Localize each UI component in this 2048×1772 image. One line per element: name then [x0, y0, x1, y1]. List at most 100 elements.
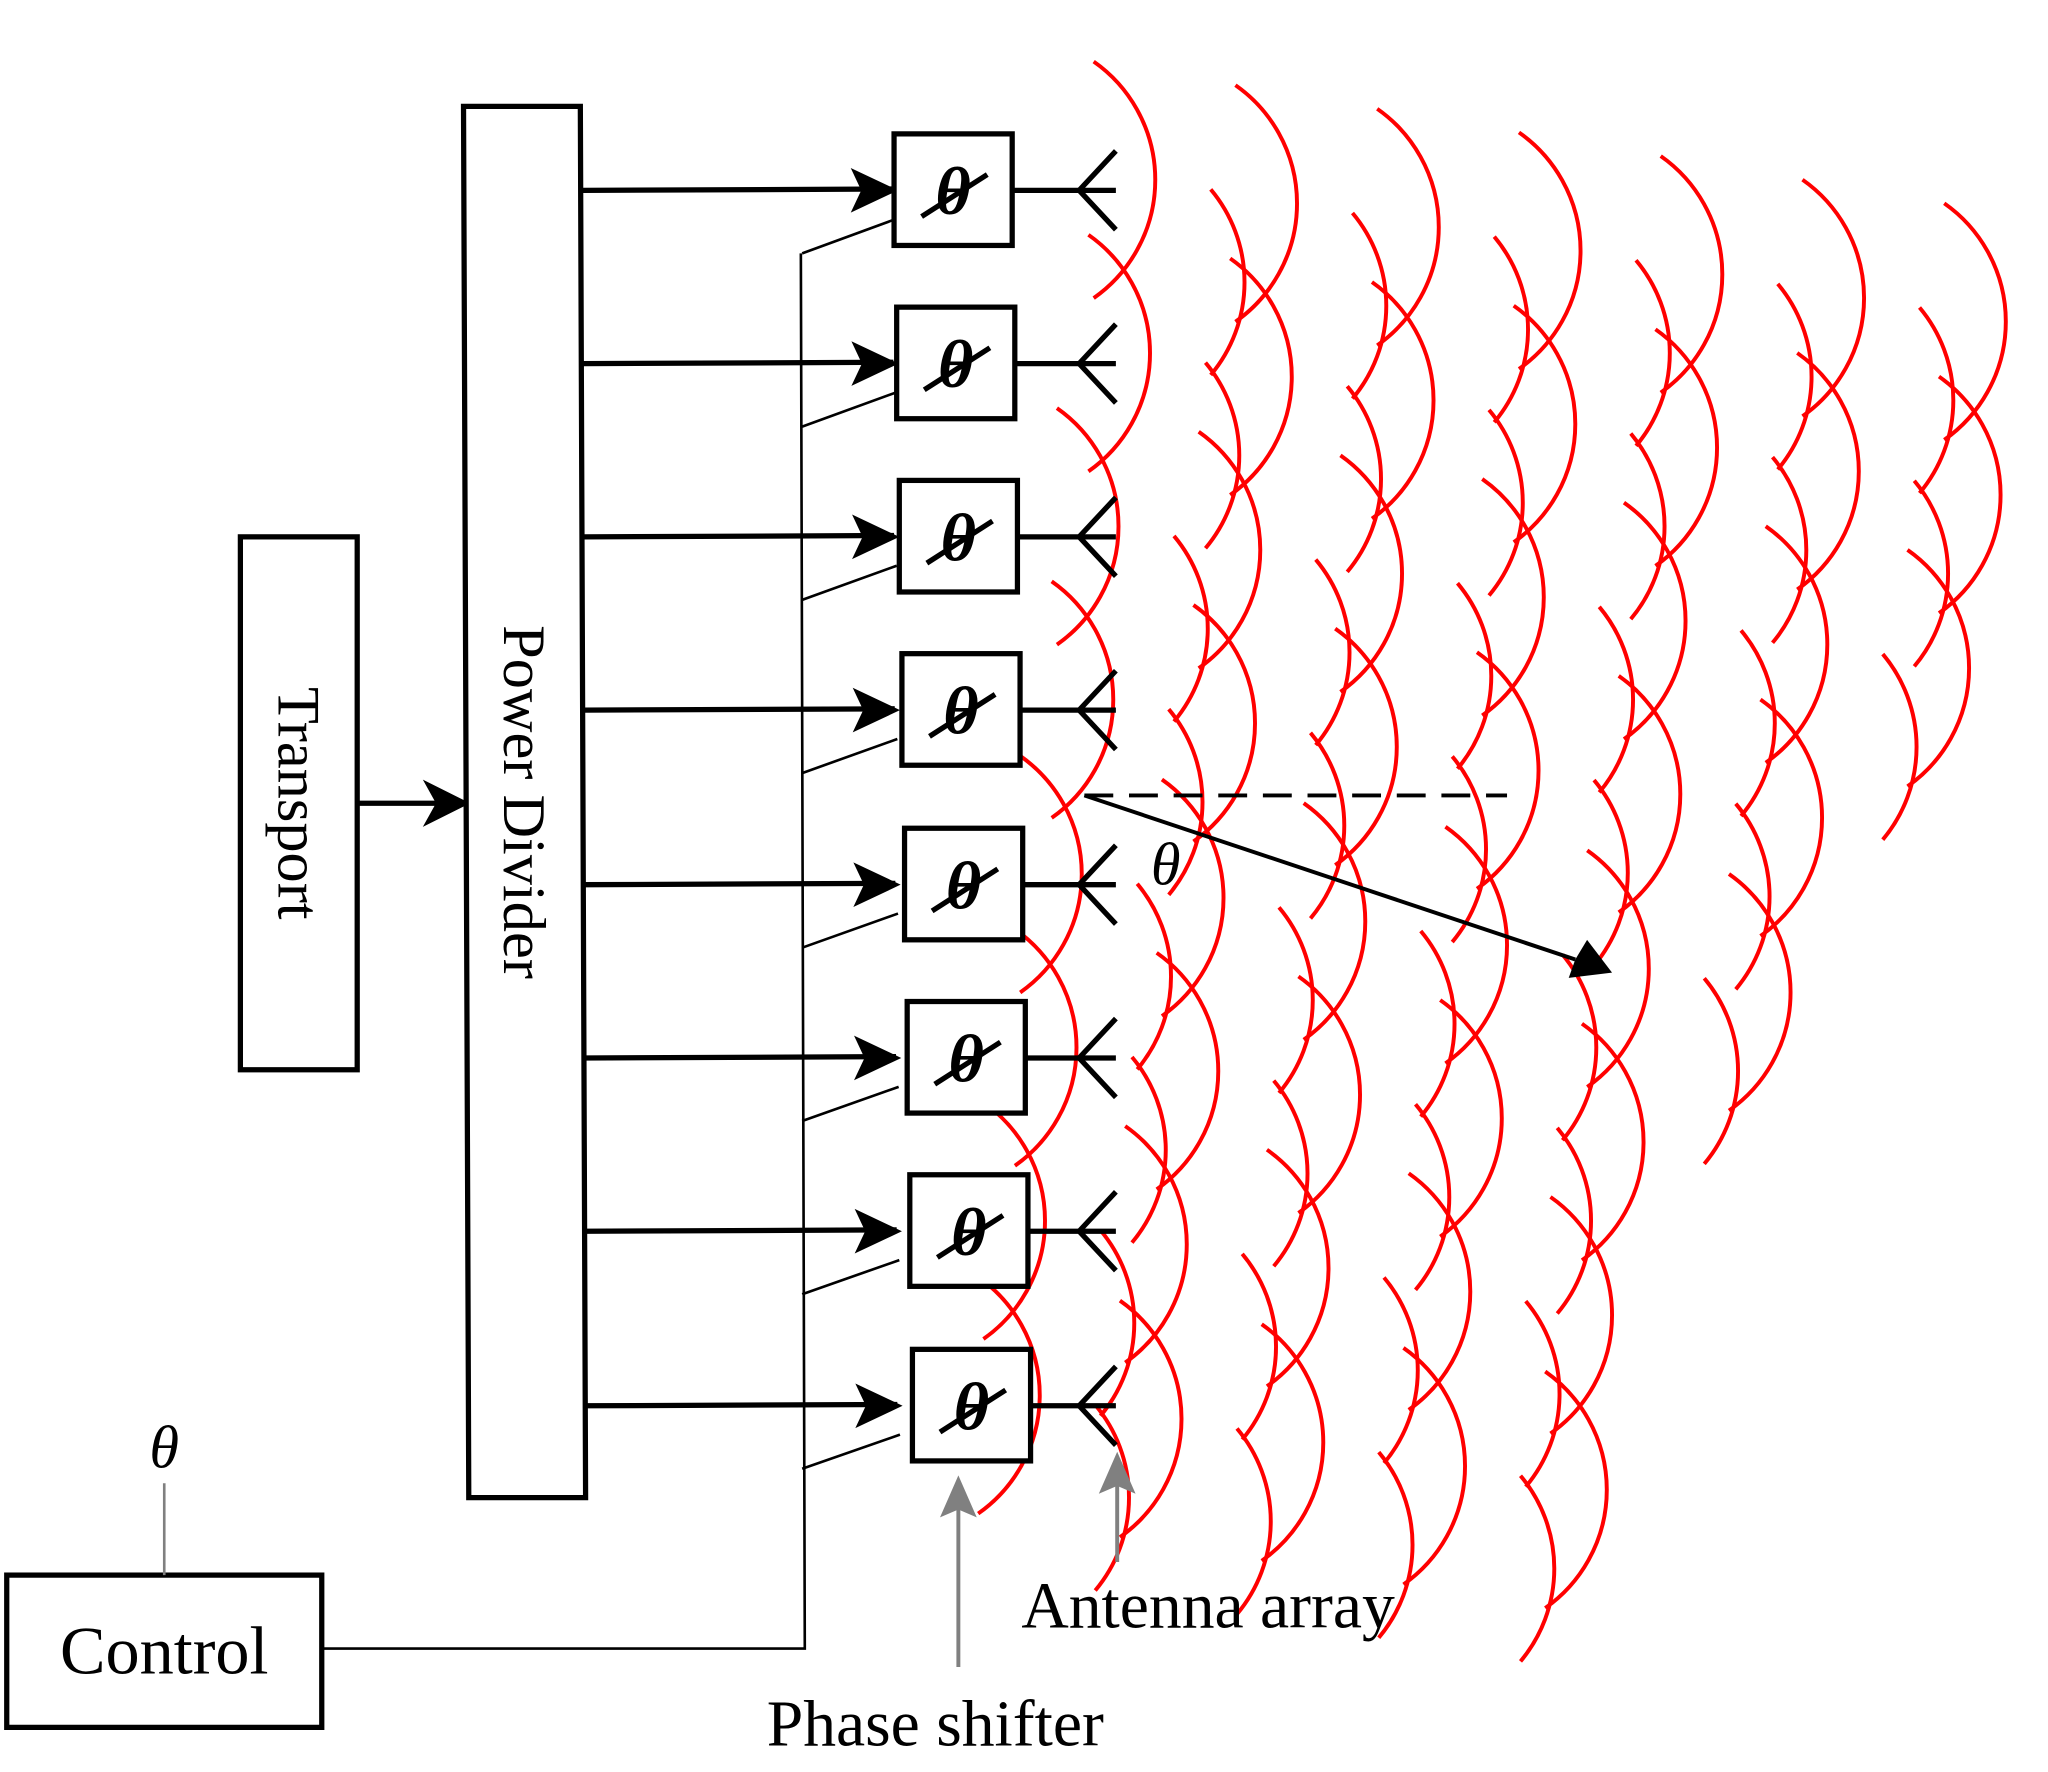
wavefront-arc — [1092, 59, 1158, 300]
arrowhead-icon — [851, 341, 899, 386]
wavefront-arc — [1192, 603, 1257, 844]
phase-shifter-box — [907, 1172, 1031, 1289]
wavefront-arc — [1796, 351, 1861, 592]
phase-shifter-row: θ — [582, 304, 1118, 428]
wavefront-arc — [1260, 1322, 1326, 1563]
wavefront-arc — [1413, 1103, 1452, 1292]
wavefront-arc — [1776, 282, 1814, 471]
wavefront-arc — [1093, 1403, 1131, 1592]
wavefront-arc — [1203, 361, 1242, 550]
wavefront-arc — [1617, 674, 1683, 915]
phase-shifter-box — [901, 825, 1026, 943]
wavefront-arc — [1235, 1427, 1273, 1616]
arrowhead-icon — [853, 862, 901, 908]
slash-mark — [922, 345, 992, 393]
wavefront-arc — [977, 1275, 1042, 1516]
wavefront-arc — [1155, 951, 1221, 1191]
antenna-icon — [1075, 843, 1118, 926]
wavefront-arc — [1881, 652, 1919, 841]
wavefront-arc — [1240, 1252, 1278, 1441]
wavefront-arc — [1524, 1299, 1562, 1489]
phase-shifter-row: θ — [582, 477, 1118, 602]
wavefront-arc — [1350, 211, 1389, 400]
phase-shifter-row: θ — [582, 998, 1118, 1123]
feed-line — [582, 1227, 897, 1234]
wavefront-arc — [1377, 1450, 1415, 1639]
wavefront-arc — [1439, 998, 1504, 1239]
wavefront-arc — [1229, 256, 1294, 497]
wavefront-arc — [1518, 1474, 1557, 1663]
wavefront-arc — [1918, 306, 1956, 495]
wavefront-arc — [1308, 731, 1347, 920]
arrowhead-icon — [852, 687, 900, 733]
arrowhead-icon — [850, 168, 898, 213]
wavefront-arc — [1050, 579, 1116, 820]
antenna-icon — [1075, 1190, 1118, 1273]
control-tap-line — [801, 1433, 901, 1471]
wavefront-arc — [1019, 754, 1084, 995]
slash-mark — [938, 1387, 1008, 1435]
wavefront-arc — [1314, 558, 1352, 747]
wavefront-arc — [1172, 534, 1210, 723]
control-block: Control — [4, 1572, 325, 1730]
feed-line — [582, 186, 893, 193]
wavefront-arc — [1277, 906, 1315, 1095]
wavefront-arc — [1634, 259, 1672, 448]
antenna-icon — [1075, 1016, 1118, 1100]
wavefront-arc — [1098, 1229, 1137, 1418]
wavefront-arc — [1597, 605, 1635, 794]
wavefront-arc — [1592, 778, 1630, 967]
wavefront-arc — [1739, 629, 1777, 818]
control-tap-line — [801, 564, 898, 602]
wavefront-arc — [1455, 581, 1494, 771]
phase-shifter-label: Phase shifter — [767, 1689, 1104, 1761]
steer-angle-label: θ — [1151, 832, 1181, 899]
wavefront-arc — [1334, 626, 1399, 867]
phase-shifter-row: θ — [582, 825, 1118, 949]
antenna-icon — [1075, 1364, 1118, 1447]
wavefront-arc — [1130, 1055, 1168, 1244]
control-tap-line — [801, 1258, 900, 1296]
phase-shifter-box — [894, 304, 1018, 422]
wavefront-arc — [1382, 1276, 1420, 1465]
control-tap-line — [801, 217, 896, 255]
wavefront-arc — [1555, 1126, 1593, 1315]
phase-shifter-row: θ — [582, 1346, 1118, 1471]
phase-shifter-box — [891, 131, 1015, 249]
slash-mark — [933, 1039, 1002, 1087]
wavefront-arc — [1013, 927, 1079, 1168]
wavefront-arc — [1135, 882, 1173, 1071]
control-theta-label: θ — [149, 1414, 179, 1481]
wavefront-arc — [1492, 235, 1530, 424]
wavefront-arc — [1629, 432, 1667, 621]
wavefront-arc — [1512, 304, 1578, 544]
antenna-pointer-arrowhead-icon — [1098, 1451, 1136, 1494]
wavefront-arc — [1912, 479, 1950, 668]
slash-mark — [925, 518, 994, 566]
wavefront-arc — [1759, 697, 1825, 938]
control-tap-line — [801, 912, 899, 949]
wavefront-arc — [1906, 548, 1972, 788]
transport-block: Transport — [237, 534, 360, 1073]
antenna-icon — [1075, 322, 1118, 405]
wavefront-arc — [1087, 233, 1152, 473]
wavefront-arc — [1370, 280, 1436, 521]
wavefront-arc — [1580, 1022, 1646, 1262]
power-divider-label: Power Divider — [490, 625, 557, 979]
wavefront-arc — [1118, 1299, 1184, 1539]
phase-shifter-row: θ — [582, 131, 1118, 255]
control-bus-line — [321, 253, 807, 1650]
antenna-icon — [1075, 149, 1118, 232]
wavefront-arc — [1167, 707, 1205, 897]
phase-shifter-row: θ — [582, 651, 1118, 775]
wavefront-arc — [1345, 385, 1383, 574]
wavefront-arc — [1402, 1346, 1468, 1587]
arrowhead-icon — [852, 514, 900, 560]
feed-line — [582, 1054, 897, 1061]
wavefront-arc — [1702, 977, 1740, 1166]
wavefront-arc — [1450, 755, 1488, 944]
beam-direction-arrow — [1083, 793, 1576, 962]
phase-shifter-row: θ — [582, 1172, 1118, 1296]
